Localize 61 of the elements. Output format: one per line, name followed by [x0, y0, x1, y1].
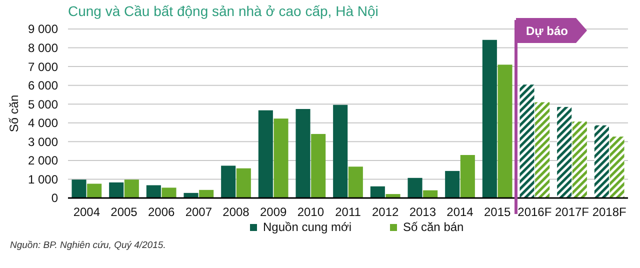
bar — [162, 188, 176, 198]
x-tick-label: 2013 — [409, 205, 436, 219]
bar — [572, 122, 587, 198]
x-tick-label: 2012 — [372, 205, 400, 219]
y-tick-label: 7 000 — [28, 60, 58, 74]
bar — [482, 40, 497, 198]
bar — [311, 134, 326, 198]
x-tick-label: 2014 — [446, 205, 474, 219]
x-tick-label: 2016F — [518, 205, 552, 219]
bar — [109, 182, 124, 198]
x-tick-label: 2004 — [73, 205, 100, 219]
bar — [408, 178, 422, 198]
bar — [221, 166, 236, 198]
bar — [258, 110, 273, 198]
bar — [423, 190, 438, 198]
y-tick-label: 4 000 — [28, 116, 58, 130]
bar — [184, 192, 198, 198]
bar — [87, 184, 102, 198]
x-tick-label: 2017F — [554, 205, 590, 219]
bar — [520, 84, 534, 198]
y-tick-label: 2 000 — [28, 154, 58, 168]
bar — [274, 118, 288, 198]
x-tick-label: 2011 — [335, 205, 362, 219]
bar — [333, 104, 348, 198]
x-tick-label: 2007 — [185, 205, 212, 219]
y-tick-label: 6 000 — [28, 78, 58, 93]
y-tick-label: 1 000 — [28, 172, 58, 186]
bar — [146, 185, 161, 198]
ref-line-label: Dự báo — [526, 24, 568, 38]
x-tick-label: 2010 — [297, 205, 324, 219]
bar — [594, 125, 609, 198]
legend-label: Số căn bán — [403, 220, 464, 234]
bar — [124, 180, 139, 198]
bar — [610, 136, 624, 198]
y-tick-label: 0 — [51, 191, 58, 206]
bar — [386, 194, 400, 198]
x-tick-label: 2015 — [484, 205, 512, 219]
bar — [370, 186, 385, 198]
bar — [498, 64, 512, 198]
y-tick-label: 9 000 — [28, 22, 58, 36]
y-tick-label: 3 000 — [28, 134, 58, 149]
bar — [296, 108, 310, 198]
chart-title: Cung và Cầu bất động sản nhà ở cao cấp, Hà Nội — [68, 3, 378, 19]
bar — [535, 102, 550, 198]
x-tick-label: 2006 — [148, 205, 176, 219]
bar — [348, 166, 363, 198]
y-axis-title: Số căn — [7, 94, 21, 132]
bar — [199, 190, 214, 198]
legend-label: Nguồn cung mới — [263, 220, 352, 234]
y-tick-label: 8 000 — [28, 40, 58, 55]
y-tick-label: 5 000 — [28, 97, 58, 112]
bar — [460, 155, 475, 198]
x-tick-label: 2005 — [110, 205, 138, 219]
x-tick-label: 2008 — [222, 205, 250, 219]
bar — [445, 170, 460, 198]
bar — [72, 180, 86, 198]
x-tick-label: 2009 — [260, 205, 288, 219]
bar — [236, 168, 251, 198]
x-tick-label: 2018F — [592, 205, 626, 219]
bar — [557, 106, 572, 198]
text: Nguồn: BP. Nghiên cứu, Quý 4/2015. — [10, 240, 166, 251]
